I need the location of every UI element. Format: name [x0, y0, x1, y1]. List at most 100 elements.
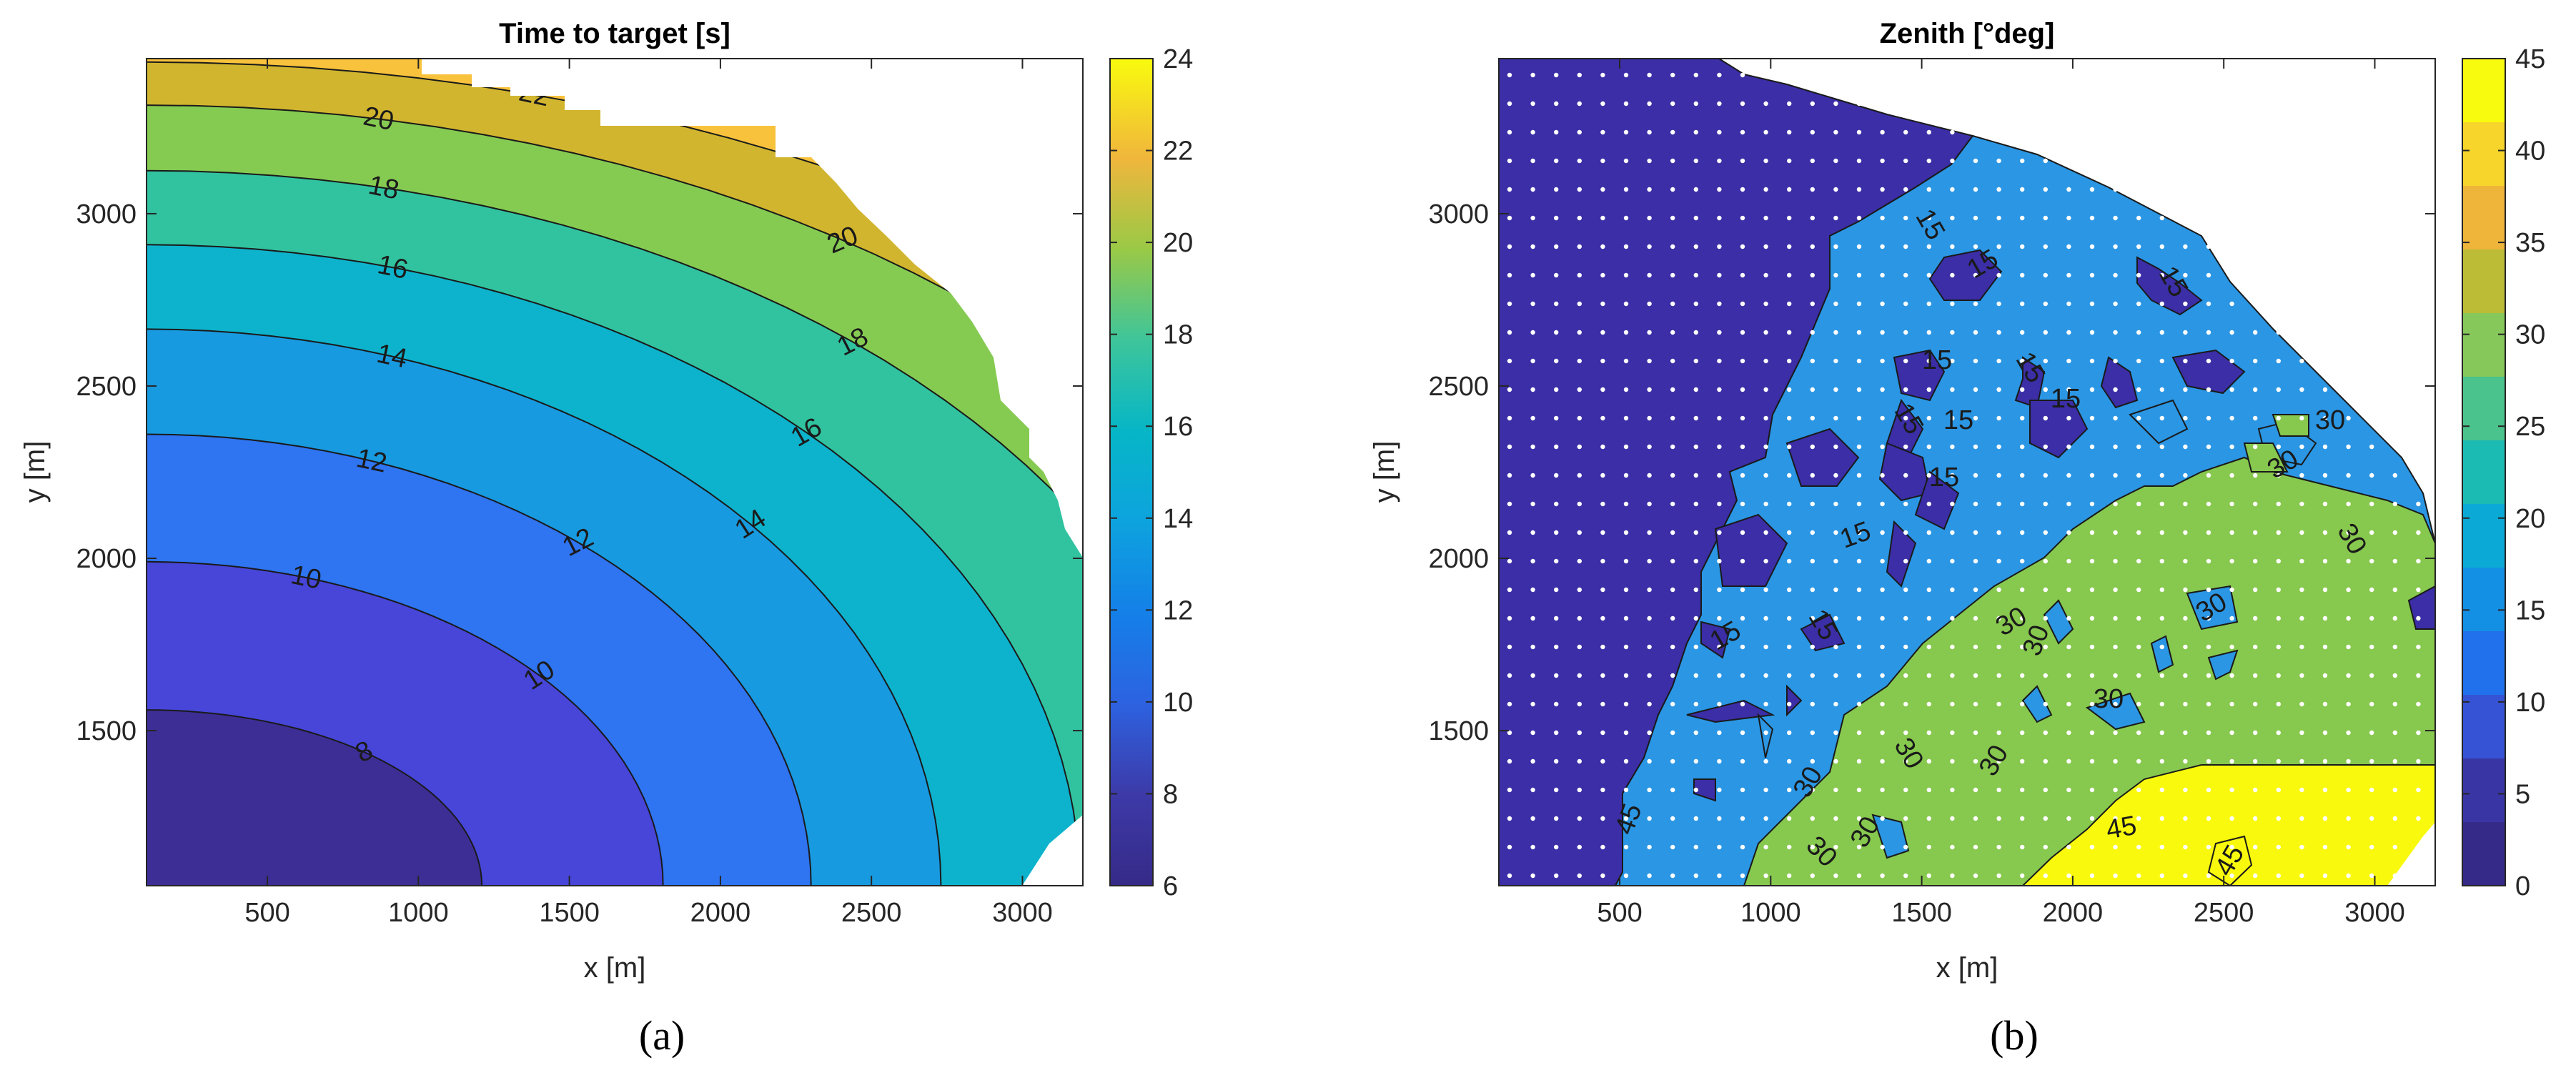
sample-point	[1950, 673, 1955, 678]
sample-point	[1950, 730, 1955, 736]
sample-point	[1600, 301, 1605, 307]
colorbar-segment	[2462, 504, 2505, 568]
zenith-island	[2243, 442, 2289, 473]
sample-point	[1717, 72, 1722, 78]
sample-point	[1600, 701, 1605, 707]
colorbar-tick-label: 18	[1163, 320, 1193, 350]
sample-point	[1623, 558, 1629, 564]
sample-point	[1647, 844, 1652, 850]
sample-point	[2416, 187, 2421, 192]
sample-point	[1740, 787, 1745, 793]
sample-point	[1973, 158, 1978, 164]
sample-point	[2322, 644, 2328, 650]
zenith-island	[2129, 399, 2189, 445]
sample-point	[1880, 244, 1885, 249]
sample-point	[1763, 501, 1768, 507]
sample-point	[2020, 644, 2025, 650]
sample-point	[1530, 873, 1535, 879]
sample-point	[1530, 387, 1535, 392]
sample-point	[1950, 473, 1955, 478]
sample-point	[2206, 816, 2211, 821]
sample-point	[2043, 473, 2048, 478]
sample-point	[1507, 330, 1512, 335]
sample-point	[1670, 301, 1675, 307]
sample-point	[1740, 473, 1745, 478]
sample-point	[1717, 215, 1722, 221]
sample-point	[1787, 701, 1792, 707]
colorbar-tick-label: 5	[2515, 779, 2530, 809]
sample-point	[1530, 215, 1535, 221]
sample-point	[2136, 158, 2141, 164]
sample-point	[1926, 530, 1931, 535]
sample-point	[1693, 530, 1698, 535]
sample-point	[2183, 387, 2188, 392]
chart-b-panel-label: (b)	[1990, 1012, 2038, 1059]
zenith-island	[2207, 649, 2239, 681]
sample-point	[1763, 330, 1768, 335]
sample-point	[2089, 187, 2095, 192]
sample-point	[1647, 158, 1652, 164]
sample-point	[1717, 873, 1722, 879]
sample-point	[1693, 473, 1698, 478]
sample-point	[1996, 129, 2001, 135]
sample-point	[1554, 473, 1559, 478]
sample-point	[1530, 701, 1535, 707]
sample-point	[1647, 387, 1652, 392]
contour-label: 14	[374, 339, 410, 375]
x-tick-label: 3000	[2344, 898, 2405, 928]
sample-point	[1763, 673, 1768, 678]
sample-point	[1577, 101, 1582, 107]
sample-point	[1623, 415, 1629, 421]
sample-point	[1577, 129, 1582, 135]
sample-point	[1647, 873, 1652, 879]
zenith-island	[2085, 692, 2146, 731]
sample-point	[1693, 158, 1698, 164]
sample-point	[1717, 758, 1722, 764]
sample-point	[1530, 330, 1535, 335]
sample-point	[1670, 72, 1675, 78]
sample-point	[1810, 330, 1815, 335]
contour-label: 45	[2104, 811, 2139, 846]
chart-a-contour-bands	[147, 59, 1083, 886]
sample-point	[1926, 615, 1931, 621]
sample-point	[1623, 473, 1629, 478]
sample-point	[2346, 873, 2351, 879]
sample-point	[1926, 415, 1931, 421]
sample-point	[2416, 358, 2421, 364]
sample-point	[1833, 587, 1838, 593]
sample-point	[2113, 501, 2118, 507]
sample-point	[2020, 358, 2025, 364]
sample-point	[2020, 72, 2025, 78]
sample-point	[1530, 101, 1535, 107]
x-tick-label: 1500	[539, 898, 600, 928]
sample-point	[2369, 644, 2374, 650]
sample-point	[2299, 673, 2304, 678]
zenith-island	[1786, 684, 1803, 717]
sample-point	[1926, 673, 1931, 678]
sample-point	[2229, 244, 2234, 249]
chart-a-ticks: 500 1000 1500 2000 2500 3000 1500 2000 2500 3000	[76, 59, 1083, 928]
x-tick-label: 2000	[2043, 898, 2104, 928]
sample-point	[2183, 787, 2188, 793]
contour-line	[147, 433, 812, 886]
sample-point	[2020, 844, 2025, 850]
sample-point	[2089, 615, 2095, 621]
sample-point	[1577, 501, 1582, 507]
sample-point	[1693, 72, 1698, 78]
sample-point	[2043, 215, 2048, 221]
sample-point	[1926, 244, 1931, 249]
sample-point	[1996, 501, 2001, 507]
sample-point	[2113, 358, 2118, 364]
sample-point	[1787, 644, 1792, 650]
sample-point	[1787, 558, 1792, 564]
sample-point	[2136, 701, 2141, 707]
colorbar-segment	[2462, 568, 2505, 632]
sample-point	[1600, 873, 1605, 879]
sample-point	[2322, 501, 2328, 507]
sample-point	[2229, 530, 2234, 535]
sample-point	[1880, 730, 1885, 736]
sample-point	[1926, 473, 1931, 478]
sample-point	[2346, 72, 2351, 78]
sample-point	[1787, 730, 1792, 736]
zenith-island	[1693, 778, 1716, 802]
